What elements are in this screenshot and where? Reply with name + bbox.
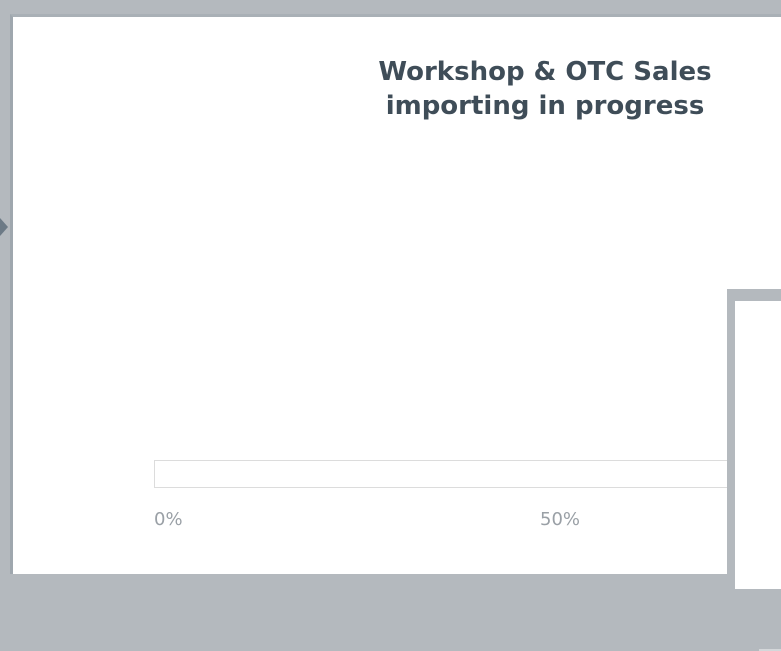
overlapping-window — [727, 289, 781, 651]
title-line-2: importing in progress — [385, 91, 705, 121]
title-line-1: Workshop & OTC Sales — [378, 57, 712, 87]
caret-right-icon — [0, 218, 8, 236]
progress-tick-50: 50% — [540, 509, 581, 530]
import-progress-bar — [154, 460, 781, 488]
import-status-title: Workshop & OTC Sales importing in progre… — [335, 55, 755, 123]
progress-tick-0: 0% — [154, 509, 183, 530]
import-progress-panel: Workshop & OTC Sales importing in progre… — [10, 14, 781, 574]
